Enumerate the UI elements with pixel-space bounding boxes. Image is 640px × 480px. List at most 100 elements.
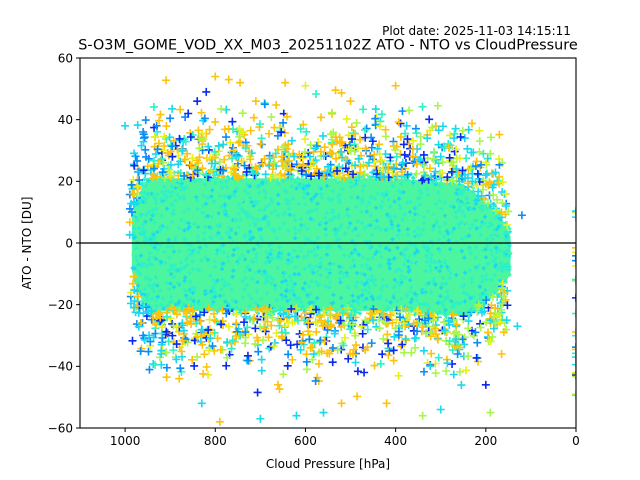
outlier-point <box>186 160 195 169</box>
core-point <box>140 199 145 204</box>
core-point <box>211 284 216 289</box>
core-point <box>504 249 509 254</box>
core-point <box>277 251 282 256</box>
outlier-point <box>353 367 362 376</box>
core-point <box>201 193 206 198</box>
core-point <box>379 205 384 210</box>
core-point <box>267 243 272 248</box>
core-point <box>392 284 397 289</box>
core-point <box>305 210 310 215</box>
outlier-point <box>311 376 320 385</box>
outlier-point <box>429 316 438 325</box>
core-point <box>326 218 331 223</box>
core-point <box>292 281 297 286</box>
outlier-point <box>268 165 277 174</box>
core-point <box>238 217 243 222</box>
edge-point <box>572 390 576 399</box>
outlier-point <box>495 179 504 188</box>
outlier-point <box>282 112 291 121</box>
core-point <box>489 248 494 253</box>
core-point <box>277 244 282 249</box>
core-point <box>248 237 253 242</box>
core-point <box>479 288 484 293</box>
core-point <box>271 302 276 307</box>
outlier-point <box>177 367 186 376</box>
outlier-point <box>389 356 398 365</box>
outlier-point <box>140 335 149 344</box>
outlier-point <box>245 314 254 323</box>
outlier-point <box>316 147 325 156</box>
outlier-point <box>454 330 463 339</box>
chart-title: S-O3M_GOME_VOD_XX_M03_20251102Z ATO - NT… <box>78 38 578 54</box>
core-point <box>382 194 387 199</box>
core-point <box>225 214 230 219</box>
outlier-point <box>429 154 438 163</box>
outlier-point <box>162 373 171 382</box>
core-point <box>173 302 178 307</box>
outlier-point <box>483 328 492 337</box>
core-point <box>414 206 419 211</box>
outlier-point <box>445 153 454 162</box>
core-point <box>319 195 324 200</box>
core-point <box>176 199 181 204</box>
outlier-point <box>359 105 368 114</box>
core-point <box>173 198 178 203</box>
core-point <box>202 230 207 235</box>
core-point <box>226 282 231 287</box>
core-point <box>474 245 479 250</box>
core-point <box>366 200 371 205</box>
outlier-point <box>360 170 369 179</box>
core-point <box>390 237 395 242</box>
outlier-point <box>226 138 235 147</box>
core-point <box>412 229 417 234</box>
outlier-point <box>353 144 362 153</box>
outlier-point <box>464 352 473 361</box>
outlier-point <box>453 350 462 359</box>
core-point <box>165 303 170 308</box>
core-point <box>170 184 175 189</box>
sample-point <box>256 414 265 423</box>
outlier-point <box>266 173 275 182</box>
outlier-point <box>349 345 358 354</box>
outlier-point <box>228 117 237 126</box>
core-point <box>305 253 310 258</box>
outlier-point <box>144 347 153 356</box>
outlier-point <box>157 155 166 164</box>
core-point <box>186 247 191 252</box>
core-point <box>227 195 232 200</box>
core-point <box>392 277 397 282</box>
outlier-point <box>479 176 488 185</box>
core-point <box>296 202 301 207</box>
core-point <box>135 217 140 222</box>
outlier-point <box>394 118 403 127</box>
core-point <box>457 228 462 233</box>
core-point <box>280 279 285 284</box>
outlier-point <box>461 366 470 375</box>
core-point <box>351 298 356 303</box>
core-point <box>474 267 479 272</box>
core-point <box>399 181 404 186</box>
outlier-point <box>168 319 177 328</box>
edge-point <box>572 343 576 352</box>
core-point <box>260 272 265 277</box>
outlier-point <box>319 173 328 182</box>
outlier-point <box>502 316 511 325</box>
core-point <box>466 203 471 208</box>
core-point <box>366 285 371 290</box>
core-point <box>493 279 498 284</box>
outlier-point <box>413 307 422 316</box>
y-axis-label: ATO - NTO [DU] <box>20 197 34 290</box>
core-point <box>268 252 273 257</box>
sample-point <box>497 350 506 358</box>
core-point <box>249 296 254 301</box>
outlier-point <box>458 335 467 344</box>
core-point <box>222 202 227 207</box>
core-point <box>211 227 216 232</box>
outlier-point <box>259 336 268 345</box>
core-point <box>308 216 313 221</box>
core-point <box>288 278 293 283</box>
core-point <box>484 277 489 282</box>
outlier-point <box>258 159 267 168</box>
core-point <box>383 198 388 203</box>
core-point <box>407 236 412 241</box>
